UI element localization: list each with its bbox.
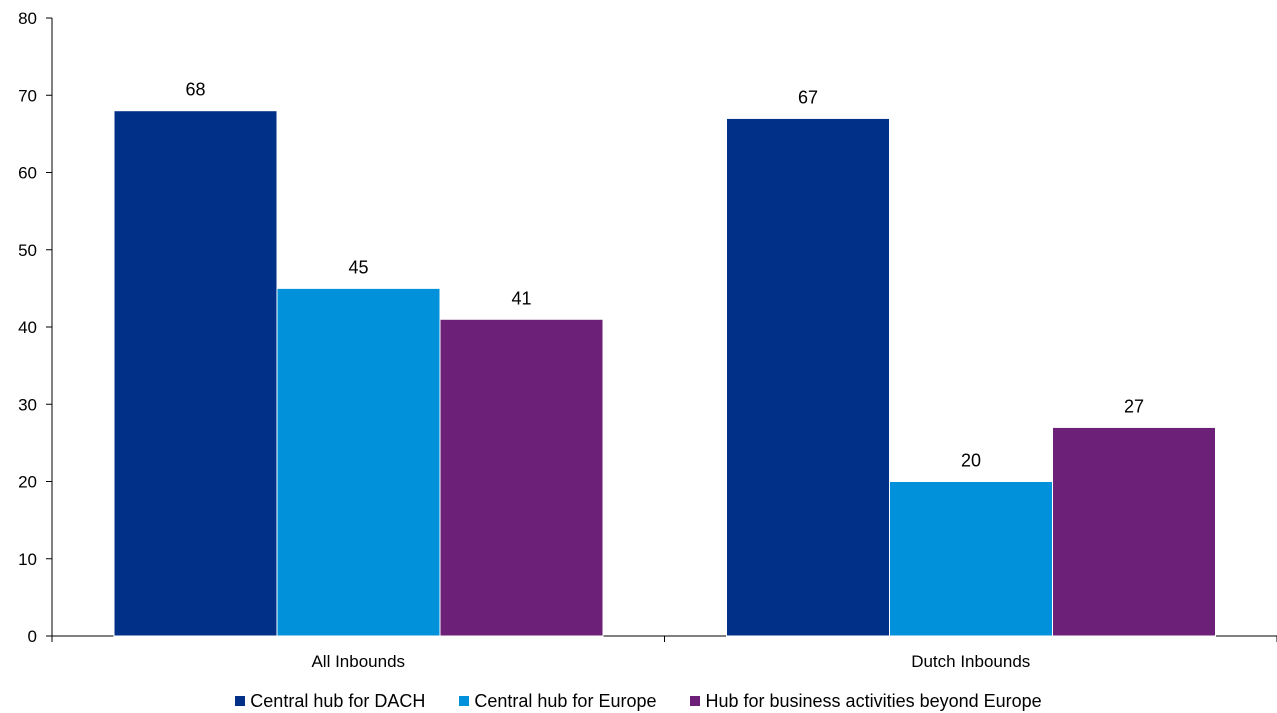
- x-category-label: All Inbounds: [311, 652, 405, 671]
- legend-swatch: [690, 696, 701, 706]
- bar: [726, 117, 890, 637]
- y-tick-label: 20: [18, 473, 37, 492]
- data-labels: 68 45 41 67 20 27: [185, 80, 1144, 471]
- y-tick-label: 80: [18, 9, 37, 28]
- data-label: 20: [961, 451, 981, 471]
- bar: [1052, 426, 1216, 637]
- bars: [113, 110, 1216, 637]
- legend-label: Central hub for Europe: [474, 691, 657, 711]
- data-label: 41: [511, 288, 531, 308]
- y-tick-label: 0: [28, 627, 37, 646]
- y-tick-label: 60: [18, 164, 37, 183]
- y-tick-label: 70: [18, 86, 37, 105]
- legend-item: Hub for business activities beyond Europ…: [690, 690, 1042, 712]
- data-label: 68: [185, 80, 205, 100]
- x-axis: All Inbounds Dutch Inbounds: [51, 635, 1277, 671]
- legend-swatch: [459, 696, 470, 706]
- legend-item: Central hub for DACH: [235, 690, 425, 712]
- legend-label: Central hub for DACH: [250, 691, 426, 711]
- bar: [889, 481, 1053, 637]
- y-axis: 0 10 20 30 40 50 60 70 80: [18, 9, 53, 646]
- data-label: 45: [348, 257, 368, 277]
- bar: [113, 110, 278, 637]
- legend-swatch: [235, 696, 246, 706]
- y-tick-label: 10: [18, 550, 37, 569]
- bar: [276, 287, 441, 637]
- data-label: 67: [798, 87, 818, 107]
- y-tick-label: 50: [18, 241, 37, 260]
- legend: Central hub for DACH Central hub for Euro…: [0, 690, 1277, 712]
- y-tick-label: 30: [18, 395, 37, 414]
- data-label: 27: [1124, 396, 1144, 416]
- bar: [439, 318, 604, 637]
- x-category-label: Dutch Inbounds: [911, 652, 1030, 671]
- y-tick-label: 40: [18, 318, 37, 337]
- legend-label: Hub for business activities beyond Europ…: [705, 691, 1042, 711]
- legend-item: Central hub for Europe: [459, 690, 656, 712]
